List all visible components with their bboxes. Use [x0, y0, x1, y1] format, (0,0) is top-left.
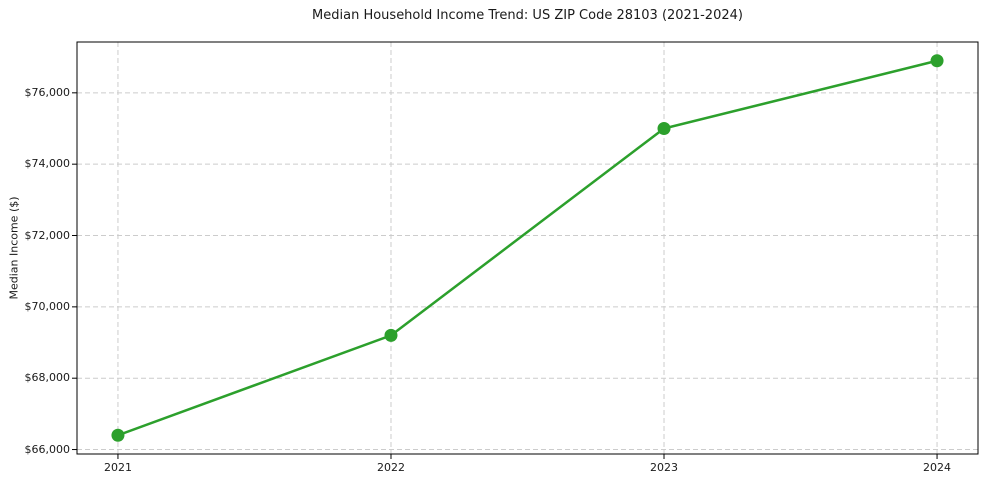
chart-title: Median Household Income Trend: US ZIP Co… — [312, 8, 743, 23]
x-tick-label: 2022 — [376, 461, 405, 474]
data-point-marker — [930, 54, 944, 68]
data-point-marker — [657, 122, 671, 136]
data-point-marker — [111, 428, 125, 442]
data-point-marker — [384, 328, 398, 342]
x-tick-label: 2024 — [923, 461, 952, 474]
y-tick-label: $74,000 — [24, 157, 71, 171]
plot-border — [76, 41, 979, 455]
y-tick-label: $68,000 — [24, 371, 71, 385]
y-tick-label: $76,000 — [24, 85, 71, 99]
x-tick-label: 2021 — [103, 461, 132, 474]
y-tick-label: $70,000 — [24, 299, 71, 313]
y-tick-label: $72,000 — [24, 228, 71, 242]
x-tick-label: 2023 — [650, 461, 678, 474]
trend-line — [116, 59, 939, 437]
y-tick-label: $66,000 — [24, 442, 71, 456]
